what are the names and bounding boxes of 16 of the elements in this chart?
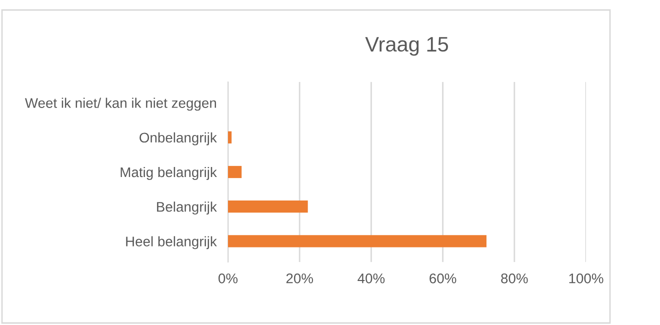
x-tick-label: 0% [218, 273, 238, 284]
chart-title: Vraag 15 [365, 37, 448, 56]
bar [228, 200, 308, 213]
bar [228, 166, 242, 178]
x-tick-label: 100% [569, 273, 604, 284]
y-tick-label: Heel belangrijk [126, 236, 217, 250]
y-tick-label: Onbelangrijk [140, 132, 217, 146]
y-tick-label: Weet ik niet/ kan ik niet zeggen [24, 98, 216, 111]
x-tick-label: 40% [358, 273, 385, 284]
x-tick-label: 20% [286, 273, 314, 284]
bar [228, 235, 486, 248]
y-tick-label: Belangrijk [157, 202, 217, 215]
x-tick-label: 80% [501, 273, 528, 284]
y-tick-label: Matig belangrijk [120, 166, 217, 180]
x-tick-label: 60% [430, 273, 456, 284]
bar [228, 131, 232, 144]
